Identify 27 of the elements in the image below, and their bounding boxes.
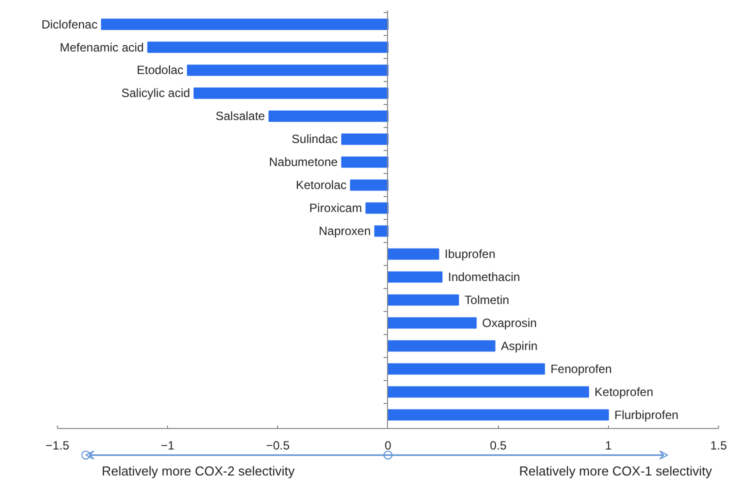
y-tick-label: Ketoprofen	[594, 384, 654, 399]
y-tick-label: Aspirin	[500, 338, 538, 353]
y-tick-label: Naproxen	[318, 224, 371, 238]
y-tick-label: Salsalate	[216, 109, 266, 124]
x-tick-label: 1	[605, 438, 612, 453]
y-tick-label: Salicylic acid	[121, 86, 190, 100]
y-tick-label: Piroxicam	[309, 201, 362, 216]
y-tick-label: Flurbiprofen	[614, 408, 678, 422]
y-tick-label: Indomethacin	[448, 270, 520, 284]
y-tick-label: Ibuprofen	[444, 247, 496, 262]
y-tick-label: Mefenamic acid	[60, 40, 144, 54]
y-tick-label: Sulindac	[292, 132, 338, 146]
y-tick-label: Ketorolac	[296, 178, 347, 192]
x-tick-label: −0.5	[266, 438, 290, 453]
x-tick-label: 0	[384, 438, 392, 453]
y-tick-label: Oxaprosin	[482, 316, 537, 330]
x-tick-label: 1.5	[710, 438, 728, 453]
y-tick-label: Tolmetin	[464, 292, 510, 307]
text: Relatively more COX-2 selectivity	[102, 464, 296, 479]
x-tick-label: −1.5	[46, 438, 70, 453]
x-tick-label: −1	[160, 438, 175, 453]
y-tick-label: Nabumetone	[268, 155, 338, 170]
text: Relatively more COX-1 selectivity	[519, 464, 712, 479]
x-tick-label: 0.5	[490, 438, 507, 453]
y-tick-label: Fenoprofen	[550, 362, 612, 376]
y-tick-label: Diclofenac	[41, 17, 98, 32]
y-tick-label: Etodolac	[136, 63, 184, 78]
